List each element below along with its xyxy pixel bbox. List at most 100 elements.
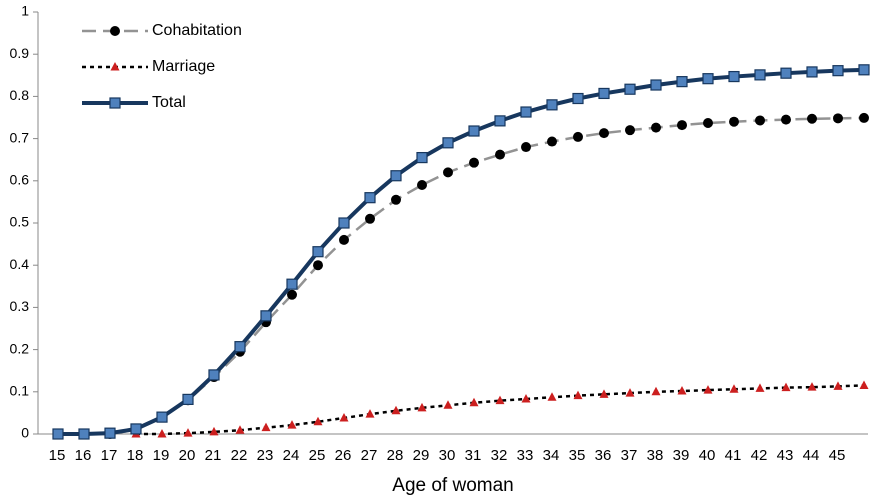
point [287, 420, 297, 429]
point [547, 392, 557, 401]
legend-label: Total [152, 94, 186, 111]
point [676, 76, 688, 88]
point [286, 278, 298, 290]
series-line [58, 116, 865, 436]
point [807, 113, 817, 124]
x-tick-label: 29 [413, 447, 430, 464]
point [625, 125, 635, 136]
x-axis-title: Age of woman [392, 475, 513, 496]
point [755, 383, 765, 392]
point [234, 341, 246, 353]
point [859, 112, 869, 123]
point [729, 116, 739, 127]
point [754, 69, 766, 81]
point [156, 411, 168, 423]
point [573, 131, 583, 142]
x-tick-label: 43 [777, 447, 794, 464]
x-tick-label: 15 [49, 447, 66, 464]
x-tick-label: 33 [517, 447, 534, 464]
x-tick-label: 19 [153, 447, 170, 464]
y-tick-label: 0.4 [10, 256, 30, 272]
x-tick-label: 20 [179, 447, 196, 464]
point [338, 217, 350, 229]
legend-marker [110, 26, 120, 36]
point [755, 115, 765, 126]
point [104, 427, 116, 439]
point [703, 385, 713, 394]
point [520, 106, 532, 118]
x-tick-label: 39 [673, 447, 690, 464]
point [364, 192, 376, 204]
point [859, 380, 869, 389]
point [599, 128, 609, 139]
x-tick-label: 25 [309, 447, 326, 464]
x-tick-label: 38 [647, 447, 664, 464]
legend-label: Marriage [152, 58, 215, 75]
x-tick-label: 28 [387, 447, 404, 464]
point [624, 83, 636, 95]
point [728, 70, 740, 83]
point [443, 400, 453, 409]
x-tick-label: 32 [491, 447, 508, 464]
point [78, 428, 90, 440]
point [208, 369, 220, 381]
point [806, 66, 818, 78]
x-tick-label: 24 [283, 447, 300, 464]
y-tick-label: 0 [21, 425, 29, 441]
point [365, 409, 375, 418]
point [339, 234, 349, 245]
x-tick-label: 27 [361, 447, 378, 464]
x-tick-label: 21 [205, 447, 222, 464]
x-tick-label: 36 [595, 447, 612, 464]
point [182, 393, 194, 405]
y-tick-label: 0.7 [10, 129, 30, 145]
x-tick-label: 17 [101, 447, 118, 464]
y-tick-label: 1 [21, 3, 29, 19]
point [521, 142, 531, 153]
series-line [136, 384, 865, 436]
point [130, 423, 142, 435]
y-tick-label: 0.9 [10, 45, 30, 61]
x-tick-label: 35 [569, 447, 586, 464]
x-tick-label: 40 [699, 447, 716, 464]
y-tick-label: 0.8 [10, 87, 30, 103]
point [832, 65, 844, 77]
point [495, 395, 505, 405]
point [650, 79, 662, 91]
point [833, 381, 843, 390]
point [417, 180, 427, 191]
y-tick-label: 0.5 [10, 214, 30, 230]
point [209, 426, 219, 436]
point [261, 422, 271, 432]
point [521, 393, 531, 403]
legend-marker [110, 62, 120, 71]
point [677, 120, 687, 131]
point [443, 167, 453, 178]
point [781, 382, 791, 392]
y-tick-label: 0.1 [10, 383, 30, 399]
point [183, 428, 193, 437]
point [416, 151, 428, 164]
series-line [58, 67, 865, 436]
x-tick-label: 41 [725, 447, 742, 464]
point [339, 412, 349, 422]
x-tick-label: 22 [231, 447, 248, 464]
point [702, 73, 714, 85]
point [469, 397, 479, 407]
x-tick-label: 23 [257, 447, 274, 464]
y-tick-label: 0.3 [10, 298, 30, 314]
point [833, 113, 843, 124]
point [573, 390, 583, 400]
x-tick-label: 31 [465, 447, 482, 464]
point [469, 157, 479, 168]
point [442, 137, 454, 149]
point [625, 388, 635, 397]
x-tick-label: 45 [829, 447, 846, 464]
point [494, 115, 506, 127]
point [417, 402, 427, 412]
point [651, 122, 661, 133]
point [495, 149, 505, 160]
point [547, 136, 557, 147]
point [391, 405, 401, 415]
